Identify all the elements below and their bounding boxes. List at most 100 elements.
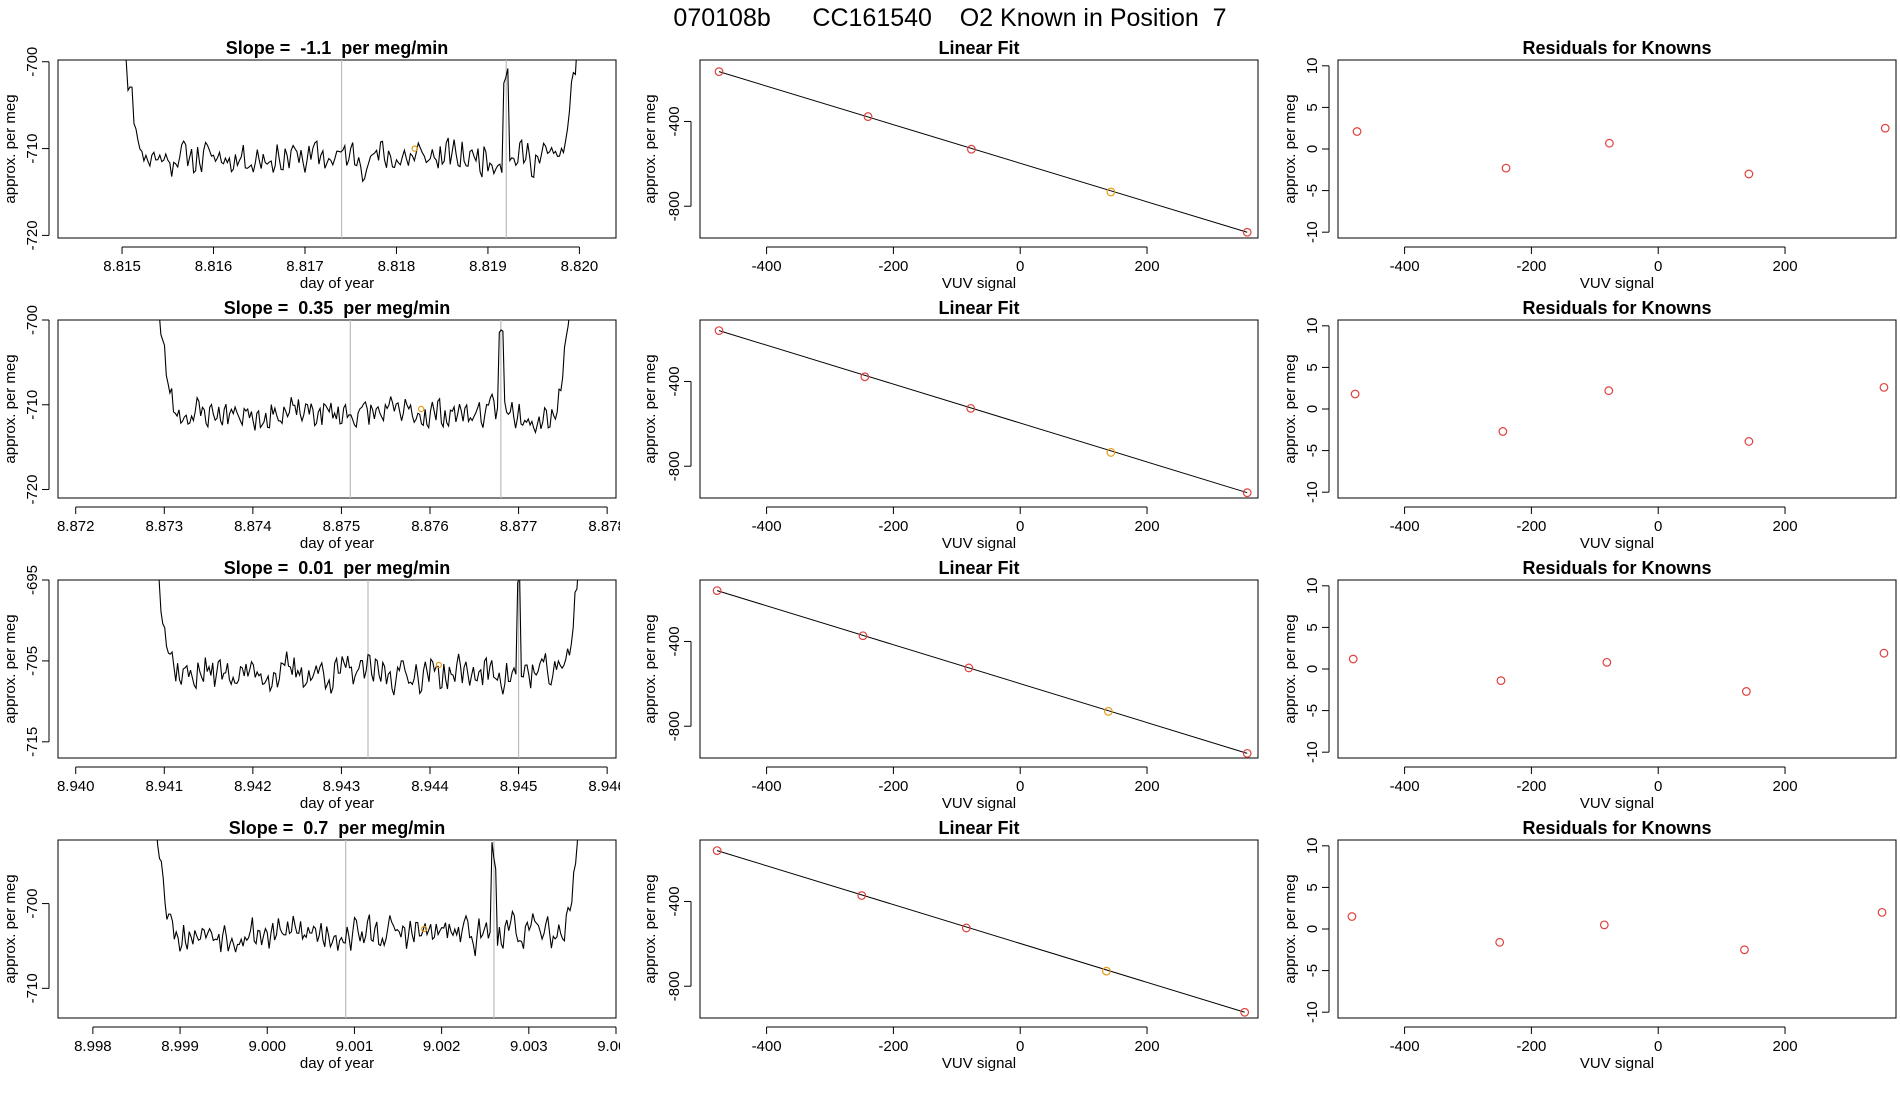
y-tick-label: -800 — [666, 191, 683, 221]
y-tick-label: -800 — [666, 451, 683, 481]
x-tick-label: 8.876 — [411, 518, 449, 535]
chart-svg: Linear Fit -400 -200 0 200 VUV signal -800 -400… — [642, 298, 1259, 552]
y-tick-label: -800 — [666, 971, 683, 1001]
plot-area — [718, 330, 1248, 494]
y-tick-label: -400 — [666, 886, 683, 916]
x-tick-label: 8.940 — [57, 778, 95, 795]
data-point — [1350, 389, 1360, 399]
y-axis-label: approx. per meg — [642, 94, 659, 203]
chart-svg: Slope = 0.7 per meg/min 8.998 8.999 9.000 9.… — [2, 818, 635, 1072]
data-point — [1744, 169, 1754, 179]
chart-svg: Linear Fit -400 -200 0 200 VUV signal -800 -400… — [642, 818, 1259, 1072]
data-point — [863, 112, 873, 121]
chart-title: Residuals for Knowns — [1522, 560, 1711, 578]
data-point — [1496, 676, 1506, 686]
timeseries-chart-3: Slope = 0.01 per meg/min 8.940 8.941 8.942 8… — [0, 558, 626, 815]
highlight-point — [1103, 706, 1113, 716]
chart-svg: Residuals for Knowns -400 -200 0 200 VUV sign… — [1282, 558, 1897, 812]
y-tick-label: -5 — [1304, 964, 1321, 977]
x-tick-label: -400 — [752, 1038, 782, 1055]
x-tick-label: -400 — [1390, 778, 1420, 795]
data-point — [1240, 1007, 1250, 1017]
y-axis-label: approx. per meg — [642, 354, 659, 463]
x-tick-label: 200 — [1773, 778, 1798, 795]
y-tick-label: 10 — [1304, 577, 1321, 594]
x-tick-label: 8.941 — [146, 778, 184, 795]
x-axis-label: VUV signal — [1580, 1055, 1654, 1072]
x-tick-label: 0 — [1654, 778, 1662, 795]
x-tick-label: 8.873 — [146, 518, 184, 535]
x-tick-label: 200 — [1773, 258, 1798, 275]
timeseries-chart-2: Slope = 0.35 per meg/min 8.872 8.873 8.874 8… — [0, 298, 626, 555]
highlight-marker — [420, 925, 428, 933]
x-tick-label: 8.815 — [103, 258, 141, 275]
x-tick-label: 9.000 — [248, 1038, 286, 1055]
data-point — [1604, 138, 1614, 148]
data-point — [966, 144, 976, 154]
plot-frame — [57, 319, 617, 499]
data-point — [1501, 163, 1511, 173]
x-tick-label: 200 — [1135, 258, 1160, 275]
x-tick-label: 8.820 — [561, 258, 599, 275]
data-point — [1242, 748, 1252, 758]
chart-svg: Linear Fit -400 -200 0 200 VUV signal -800 -400… — [642, 558, 1259, 812]
data-point — [1879, 648, 1889, 658]
residuals-chart-3: Residuals for Knowns -400 -200 0 200 VUV sign… — [1280, 558, 1900, 815]
linear-fit-chart-4: Linear Fit -400 -200 0 200 VUV signal -800 -400… — [640, 818, 1260, 1075]
highlight-marker — [435, 661, 443, 669]
x-tick-label: -200 — [878, 1038, 908, 1055]
chart-title: Slope = -1.1 per meg/min — [226, 40, 449, 58]
data-point — [1348, 654, 1358, 664]
chart-svg: Residuals for Knowns -400 -200 0 200 VUV sign… — [1282, 298, 1897, 552]
x-tick-label: 9.001 — [336, 1038, 374, 1055]
fit-line — [716, 850, 1245, 1013]
y-tick-label: -10 — [1304, 221, 1321, 243]
chart-title: Slope = 0.7 per meg/min — [229, 820, 446, 838]
signal-trace — [158, 580, 579, 696]
linear-fit-chart-3: Linear Fit -400 -200 0 200 VUV signal -800 -400… — [640, 558, 1260, 815]
y-tick-label: 10 — [1304, 837, 1321, 854]
chart-svg: Residuals for Knowns -400 -200 0 200 VUV sign… — [1282, 38, 1897, 292]
y-tick-label: -5 — [1304, 184, 1321, 197]
x-tick-label: 0 — [1654, 258, 1662, 275]
y-tick-label: -10 — [1304, 1001, 1321, 1023]
plot-frame — [699, 839, 1259, 1019]
data-point — [857, 891, 867, 900]
y-tick-label: -5 — [1304, 444, 1321, 457]
y-tick-label: -400 — [666, 626, 683, 656]
fit-line — [718, 71, 1248, 233]
timeseries-chart-1: Slope = -1.1 per meg/min 8.815 8.816 8.817 8… — [0, 38, 620, 295]
x-tick-label: 9.004 — [597, 1038, 620, 1055]
y-tick-label: 0 — [1304, 665, 1321, 673]
plot-frame — [1337, 319, 1897, 499]
data-point — [964, 663, 974, 673]
chart-title: Residuals for Knowns — [1522, 300, 1711, 318]
data-point — [1740, 945, 1749, 955]
x-tick-label: -400 — [1390, 1038, 1420, 1055]
x-axis-label: VUV signal — [942, 795, 1016, 812]
y-tick-label: -700 — [24, 889, 41, 919]
x-axis-label: day of year — [300, 275, 374, 292]
y-tick-label: -400 — [666, 106, 683, 136]
plot-area — [718, 71, 1248, 233]
y-tick-label: 0 — [1304, 145, 1321, 153]
plot-frame — [1337, 59, 1897, 239]
data-point — [712, 846, 722, 855]
plot-area — [716, 590, 1248, 754]
y-tick-label: -10 — [1304, 481, 1321, 503]
chart-svg: Linear Fit -400 -200 0 200 VUV signal -800 -400… — [642, 38, 1259, 292]
data-point — [966, 403, 976, 413]
x-tick-label: 8.878 — [588, 518, 620, 535]
signal-trace — [125, 60, 577, 183]
data-point — [1347, 912, 1357, 921]
linear-fit-chart-1: Linear Fit -400 -200 0 200 VUV signal -800 -400… — [640, 38, 1260, 295]
chart-title: Slope = 0.35 per meg/min — [224, 300, 451, 318]
y-tick-label: 5 — [1304, 883, 1321, 891]
highlight-marker — [411, 145, 418, 152]
x-tick-label: 8.944 — [411, 778, 449, 795]
data-point — [1242, 227, 1252, 237]
y-tick-label: 10 — [1304, 57, 1321, 74]
chart-title: Residuals for Knowns — [1522, 40, 1711, 58]
x-axis-label: day of year — [300, 795, 374, 812]
data-point — [1744, 437, 1754, 446]
